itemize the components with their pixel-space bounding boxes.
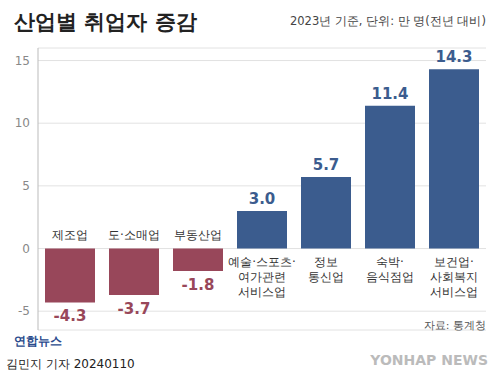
svg-text:5: 5 [22,179,30,193]
svg-text:-3.7: -3.7 [118,300,151,318]
html-text:김민지 기자 20240110: 김민지 기자 20240110 [6,357,135,371]
svg-text:음식점업: 음식점업 [366,270,414,284]
svg-text:통신업: 통신업 [308,270,344,284]
svg-text:서비스업: 서비스업 [238,285,286,299]
svg-text:5.7: 5.7 [313,156,340,174]
svg-text:11.4: 11.4 [371,85,408,103]
svg-text:사회복지: 사회복지 [430,270,478,284]
svg-text:-1.8: -1.8 [182,276,215,294]
html-text:산업별 취업자 증감: 산업별 취업자 증감 [14,10,197,34]
svg-text:3.0: 3.0 [249,190,276,208]
svg-text:보건업·: 보건업· [434,255,474,269]
svg-text:15: 15 [15,54,30,68]
svg-text:숙박·: 숙박· [376,255,404,269]
svg-text:0: 0 [22,242,30,256]
svg-text:-5: -5 [18,304,30,318]
svg-text:서비스업: 서비스업 [430,285,478,299]
svg-text:도·소매업: 도·소매업 [108,228,160,242]
svg-text:10: 10 [15,116,30,130]
svg-text:제조업: 제조업 [52,228,88,242]
html-text:연합뉴스: 연합뉴스 [14,334,62,348]
svg-text:여가관련: 여가관련 [238,270,286,284]
svg-text:정보: 정보 [314,255,338,269]
svg-text:부동산업: 부동산업 [174,228,222,242]
svg-text:14.3: 14.3 [435,48,472,66]
svg-text:예술·스포츠·: 예술·스포츠· [228,255,296,269]
html-text:자료: 통계청: 자료: 통계청 [423,319,486,332]
html-text:2023년 기준, 단위: 만 명(전년 대비): 2023년 기준, 단위: 만 명(전년 대비) [289,14,486,28]
svg-text:-4.3: -4.3 [54,307,87,325]
html-text:YONHAP NEWS: YONHAP NEWS [370,352,488,368]
